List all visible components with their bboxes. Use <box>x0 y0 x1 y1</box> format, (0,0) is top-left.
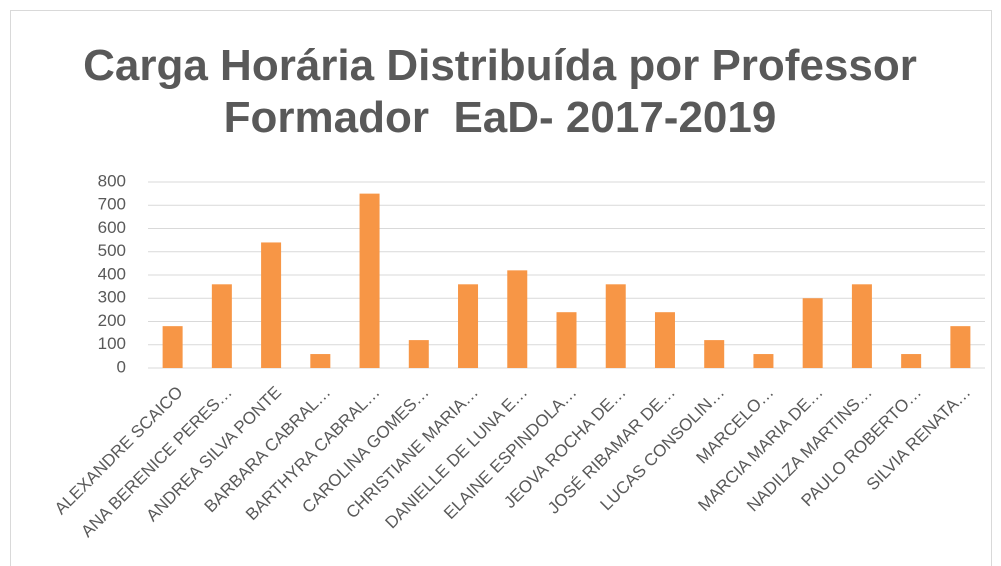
bar <box>704 340 725 368</box>
y-tick-label: 100 <box>98 334 126 353</box>
y-tick-label: 200 <box>98 311 126 330</box>
bar <box>605 284 626 368</box>
y-tick-label: 0 <box>117 357 126 376</box>
bar <box>802 298 823 368</box>
bar <box>851 284 872 368</box>
bar <box>408 340 429 368</box>
chart-title: Carga Horária Distribuída por Professor … <box>83 41 930 142</box>
bar <box>556 312 577 368</box>
bar <box>950 326 971 368</box>
y-tick-label: 500 <box>98 241 126 260</box>
y-tick-label: 600 <box>98 218 126 237</box>
bar <box>211 284 232 368</box>
bar <box>359 193 380 368</box>
bar <box>310 354 331 368</box>
bar <box>753 354 774 368</box>
chart-frame <box>10 10 992 566</box>
y-tick-label: 300 <box>98 288 126 307</box>
bar <box>901 354 922 368</box>
bar <box>261 242 282 368</box>
bar <box>654 312 675 368</box>
bar <box>458 284 479 368</box>
bar <box>162 326 183 368</box>
bar <box>507 270 528 368</box>
y-tick-label: 400 <box>98 264 126 283</box>
y-tick-label: 700 <box>98 195 126 214</box>
y-tick-label: 800 <box>98 171 126 190</box>
